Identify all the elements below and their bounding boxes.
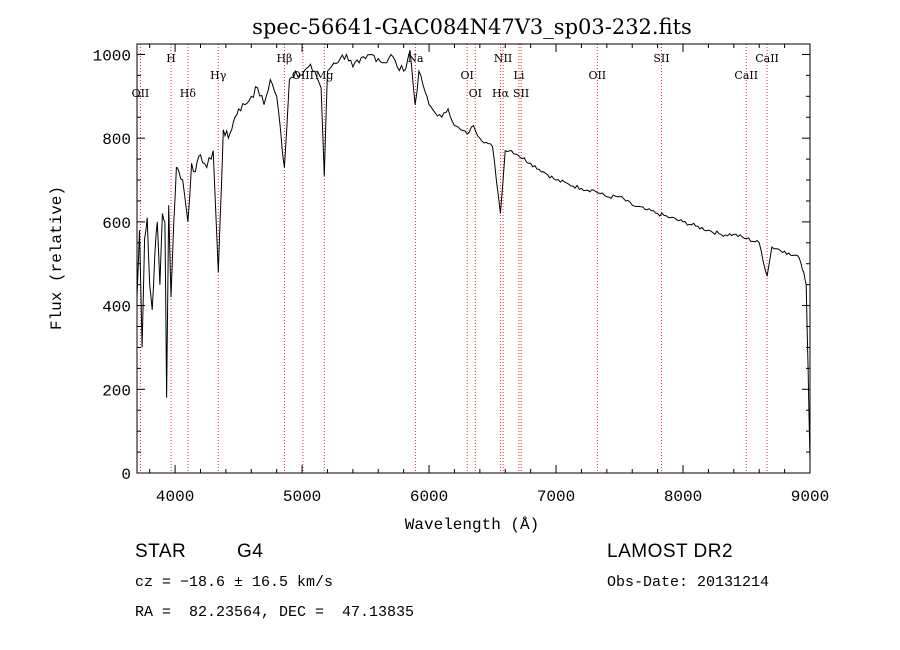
y-tick-label: 600 <box>102 215 131 233</box>
y-tick-label: 0 <box>121 466 131 484</box>
line-label: H <box>166 52 176 65</box>
line-label: OI <box>460 69 473 82</box>
survey-name: LAMOST DR2 <box>607 541 734 562</box>
observation-date: Obs-Date: 20131214 <box>607 574 770 591</box>
y-tick-label: 1000 <box>93 47 131 65</box>
x-tick-label: 5000 <box>283 488 321 506</box>
line-label: SII <box>653 52 669 65</box>
chart-title: spec-56641-GAC084N47V3_sp03-232.fits <box>252 15 692 39</box>
line-label: Mg <box>315 69 333 82</box>
y-tick-label: 400 <box>102 299 131 317</box>
line-label: CaII <box>755 52 779 65</box>
x-tick-label: 8000 <box>664 488 702 506</box>
plot-frame <box>136 43 811 474</box>
object-class: STAR <box>135 541 187 562</box>
sky-coordinates: RA = 82.23564, DEC = 47.13835 <box>135 604 415 621</box>
line-label: OI <box>469 87 482 100</box>
line-label: Hγ <box>210 69 227 82</box>
x-tick-label: 6000 <box>410 488 448 506</box>
line-label: NII <box>494 52 512 65</box>
line-label: Hδ <box>180 87 197 100</box>
spectrum-line <box>136 50 811 461</box>
x-axis: 4000 5000 6000 7000 8000 9000 <box>149 44 829 506</box>
line-label: CaII <box>734 69 758 82</box>
y-tick-label: 800 <box>102 131 131 149</box>
line-label: Li <box>514 69 525 82</box>
redshift-velocity: cz = −18.6 ± 16.5 km/s <box>135 574 334 591</box>
x-tick-label: 9000 <box>791 488 829 506</box>
y-axis: 0 200 400 600 800 1000 <box>93 47 810 484</box>
line-label: OIII <box>292 69 314 82</box>
x-axis-label: Wavelength (Å) <box>405 516 539 534</box>
y-axis-label: Flux (relative) <box>48 186 66 330</box>
x-tick-label: 7000 <box>537 488 575 506</box>
x-tick-label: 4000 <box>156 488 194 506</box>
y-tick-label: 200 <box>102 382 131 400</box>
line-label: Hα <box>492 87 510 100</box>
line-label: OII <box>588 69 606 82</box>
line-label: OII <box>132 87 150 100</box>
line-label: Hβ <box>276 52 292 65</box>
object-subclass: G4 <box>237 541 264 562</box>
line-label: SII <box>513 87 529 100</box>
